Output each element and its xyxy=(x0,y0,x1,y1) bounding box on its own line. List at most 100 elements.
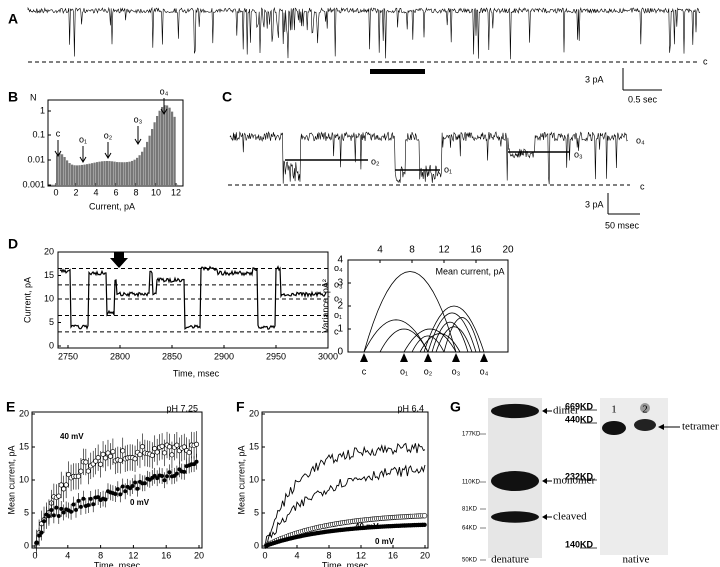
point xyxy=(91,502,96,507)
marker-label: 669KD xyxy=(565,401,594,411)
panel-label: D xyxy=(8,236,18,252)
level-label: o₄ xyxy=(480,366,489,376)
hist-bar xyxy=(103,161,106,186)
hist-bar xyxy=(161,106,164,186)
arrow-head xyxy=(54,150,62,157)
hist-bar xyxy=(88,163,91,186)
arrow-head xyxy=(79,156,87,163)
variance-arc xyxy=(403,328,457,353)
point xyxy=(88,496,93,501)
marker-label: 81KD xyxy=(462,507,478,513)
y-tick-label: 20 xyxy=(44,246,54,256)
band xyxy=(634,419,656,431)
hist-bar xyxy=(133,159,136,186)
y-tick-label: 15 xyxy=(44,270,54,280)
hist-bar xyxy=(111,161,114,186)
level-label: c xyxy=(334,326,339,336)
hist-bar xyxy=(113,161,116,186)
x-tick-label: 8 xyxy=(133,187,138,197)
arrow-head xyxy=(134,138,142,145)
level-label: o₃ xyxy=(574,149,583,159)
axis-title: Time, msec xyxy=(322,560,369,567)
hist-bar xyxy=(58,153,61,186)
point xyxy=(86,503,91,508)
point xyxy=(37,533,42,538)
x-tick-label: 3000 xyxy=(318,351,338,361)
y-tick-label: 15 xyxy=(19,441,29,451)
hist-bar xyxy=(71,164,74,186)
x-tick-label: 20 xyxy=(502,245,514,256)
hist-bar xyxy=(176,184,179,186)
point xyxy=(149,452,155,458)
point xyxy=(74,507,78,512)
point xyxy=(132,456,138,462)
point xyxy=(159,443,165,449)
x-tick-label: 4 xyxy=(93,187,98,197)
point xyxy=(142,481,147,486)
x-tick-label: 0 xyxy=(32,550,37,560)
arrow xyxy=(542,478,547,484)
point xyxy=(137,452,143,458)
marker-label: 440KD xyxy=(565,414,594,424)
point xyxy=(135,486,140,491)
point xyxy=(95,455,101,461)
point xyxy=(54,505,59,510)
hist-bar xyxy=(168,107,171,186)
point xyxy=(76,498,81,503)
level-label: o₃ xyxy=(452,366,461,376)
point xyxy=(422,522,427,528)
scale-label: 50 msec xyxy=(605,220,640,230)
hist-bar xyxy=(86,164,89,186)
arrow-head xyxy=(104,152,112,159)
hist-bar xyxy=(106,160,109,186)
condition: pH 7.25 xyxy=(166,403,198,413)
point xyxy=(96,495,101,500)
x-tick-label: 20 xyxy=(194,550,204,560)
caption: native xyxy=(623,554,650,566)
point xyxy=(110,449,116,455)
series-label: 40 mV xyxy=(60,432,84,441)
x-tick-label: 12 xyxy=(438,245,450,256)
condition: pH 6.4 xyxy=(397,403,424,413)
point xyxy=(63,482,69,488)
point xyxy=(56,514,61,519)
hist-bar xyxy=(123,162,126,186)
panel-label: B xyxy=(8,89,18,105)
y-tick-label: 15 xyxy=(249,441,259,451)
point xyxy=(154,449,160,455)
caption: denature xyxy=(491,554,529,566)
y-tick-label: 1 xyxy=(40,105,45,115)
point xyxy=(59,506,64,511)
level-marker xyxy=(480,353,488,362)
hist-bar xyxy=(116,162,119,186)
x-tick-label: 10 xyxy=(151,187,161,197)
point xyxy=(39,530,44,535)
hist-bar xyxy=(136,157,139,186)
x-tick-label: 12 xyxy=(356,550,366,560)
point xyxy=(174,471,179,476)
axis-title: Variance, pA² xyxy=(320,279,330,333)
y-tick-label: 2 xyxy=(337,301,343,312)
band xyxy=(491,471,539,491)
marker-label: 177KD xyxy=(462,432,481,438)
axis-title: Current, pA xyxy=(89,201,135,211)
point xyxy=(162,450,168,456)
y-tick-label: 0 xyxy=(337,347,343,358)
point xyxy=(69,509,74,514)
point xyxy=(155,476,160,481)
point xyxy=(139,444,145,450)
hist-bar xyxy=(173,116,176,186)
y-tick-label: 20 xyxy=(19,408,29,418)
band-label: dimer xyxy=(553,405,579,417)
point xyxy=(61,510,66,515)
level-label: o₁ xyxy=(334,310,342,320)
hist-bar xyxy=(138,155,141,186)
x-tick-label: 0 xyxy=(53,187,58,197)
marker-label: 110KD xyxy=(462,480,481,486)
point xyxy=(34,540,39,545)
point xyxy=(193,441,200,447)
x-tick-label: 4 xyxy=(65,550,70,560)
arrow-head xyxy=(658,424,664,430)
hist-bar xyxy=(78,165,81,186)
